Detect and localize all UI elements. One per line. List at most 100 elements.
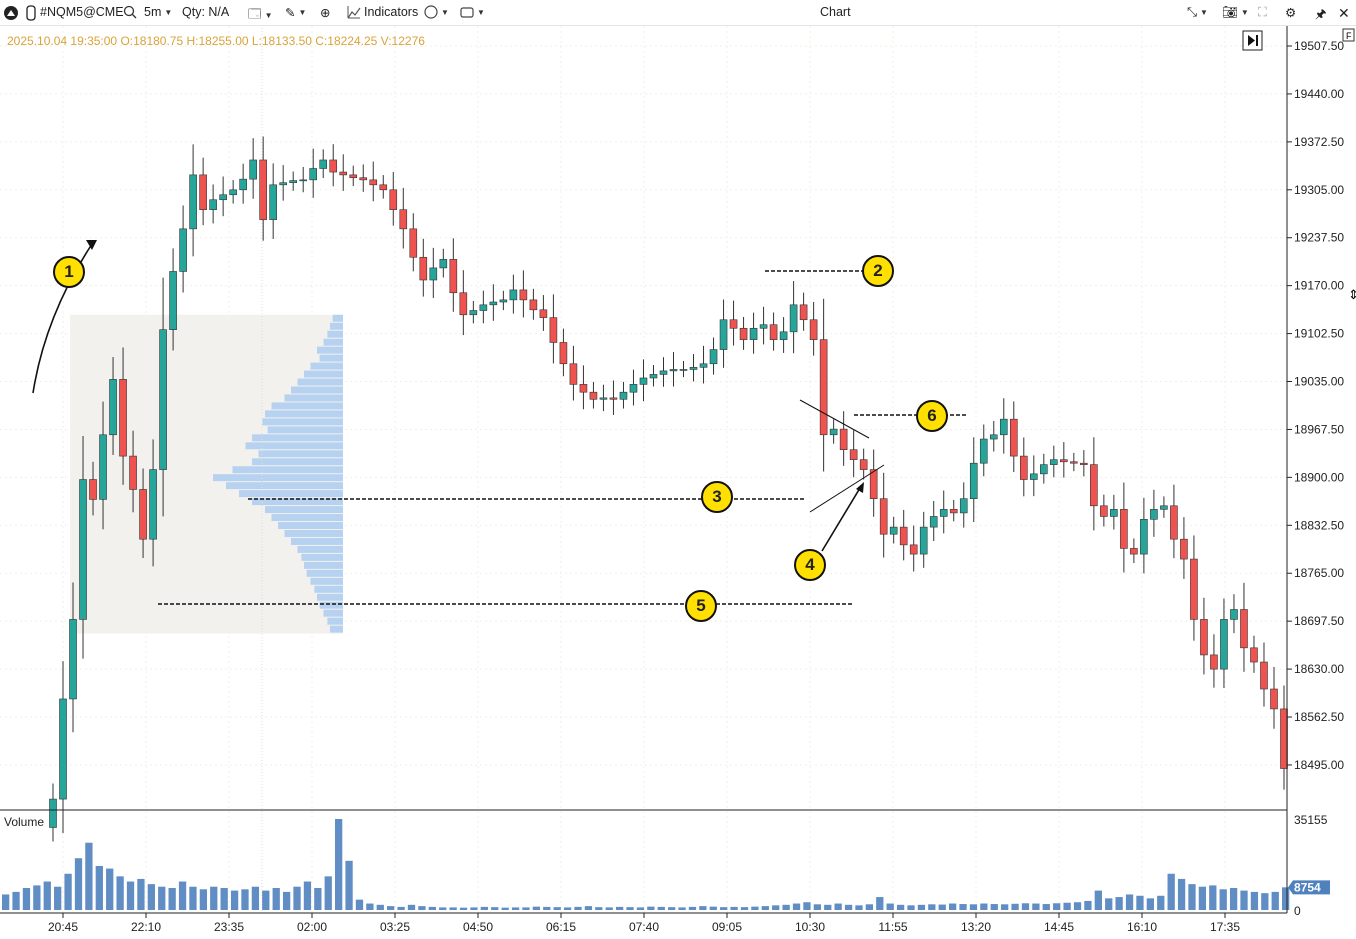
volume-bar [678, 907, 686, 910]
arrow-line[interactable] [32, 243, 93, 394]
zoom-in-icon[interactable]: ⊕ [320, 6, 331, 20]
chevron-down-icon: ▼ [1240, 8, 1249, 17]
f-button[interactable] [1342, 28, 1355, 42]
price-label: 18900.00 [1294, 470, 1344, 484]
collapse-button[interactable]: ⤡ ▼ [1187, 5, 1208, 20]
profile-bar [232, 466, 343, 474]
profile-bar [245, 442, 343, 450]
candle-body [1009, 418, 1018, 457]
annotation-1[interactable]: 1 [53, 256, 85, 288]
trendline-lower[interactable] [809, 464, 885, 513]
indicators-button[interactable]: Indicators [347, 5, 418, 19]
template-button[interactable]: 🗔 ▼ [248, 5, 272, 26]
volume-bar [33, 885, 41, 910]
volume-bar [1021, 903, 1030, 910]
profile-bar [291, 537, 343, 545]
volume-bar [532, 906, 541, 910]
volume-bar [1063, 902, 1071, 910]
crosshair-button[interactable]: ▼ [424, 5, 449, 19]
volume-bar [293, 886, 301, 910]
timeframe-select[interactable]: 5m ▼ [144, 5, 172, 19]
profile-bar [278, 522, 343, 530]
close-icon[interactable]: ✕ [1338, 5, 1350, 21]
volume-bar [1136, 895, 1144, 910]
price-chart[interactable]: 19507.50 19440.00 19372.50 19305.00 19237.50… [0, 26, 1356, 939]
volume-bar [1188, 884, 1196, 910]
profile-bar [252, 434, 343, 442]
candle-body [609, 397, 618, 400]
candle-body [339, 171, 348, 176]
volume-bar [459, 907, 468, 910]
candle-body [1130, 548, 1138, 555]
volume-bar [303, 881, 312, 910]
annotation-4[interactable]: 4 [794, 549, 826, 581]
volume-bar [366, 903, 374, 910]
volume-bar [740, 907, 749, 910]
volume-bar [439, 907, 447, 910]
gear-icon[interactable]: ⚙ [1285, 6, 1297, 20]
annotation-6[interactable]: 6 [916, 400, 948, 432]
annotation-2[interactable]: 2 [862, 255, 894, 287]
trendline-upper[interactable] [799, 399, 870, 439]
profile-bar [306, 569, 343, 577]
pin-icon[interactable]: 🖈︎ [1315, 7, 1327, 21]
phone-icon[interactable] [26, 5, 36, 21]
volume-bar [428, 906, 436, 910]
candle-body [599, 397, 608, 400]
candle-body [449, 259, 458, 294]
volume-bar [43, 881, 51, 910]
pencil-icon: ✎ [285, 6, 296, 20]
candle-body [969, 462, 978, 500]
volume-bar [824, 904, 832, 910]
resize-icon[interactable]: ⇕ [1348, 287, 1356, 302]
chevron-down-icon: ▼ [264, 11, 273, 20]
camera-button[interactable]: 📷︎ ▼ [1222, 5, 1249, 20]
volume-bar [584, 906, 593, 910]
qty-label[interactable]: Qty: N/A [182, 5, 230, 19]
profile-bar [330, 322, 343, 330]
price-label: 19372.50 [1294, 135, 1344, 149]
candle-body [99, 434, 107, 500]
fullscreen-icon[interactable]: ⛶ [1258, 5, 1267, 19]
logo-icon[interactable] [3, 5, 19, 21]
candle-body [689, 367, 698, 370]
annotation-3[interactable]: 3 [701, 481, 733, 513]
volume-bar [282, 891, 291, 910]
candle-body [69, 619, 77, 700]
volume-bar [543, 906, 551, 910]
volume-bar [907, 905, 915, 910]
volume-bar [74, 858, 83, 910]
candle-body [1120, 509, 1128, 549]
volume-bar [407, 904, 416, 910]
toolbar: #NQM5@CME 5m ▼ Qty: N/A 🗔 ▼ ✎ ▼ ⊕ Indicator… [0, 0, 1356, 26]
candle-body [679, 369, 688, 371]
search-icon[interactable] [123, 5, 137, 19]
candle-body [479, 304, 488, 311]
volume-bar [345, 860, 353, 910]
time-label: 02:00 [297, 920, 327, 934]
price-label: 18765.00 [1294, 566, 1344, 580]
symbol-label[interactable]: #NQM5@CME [40, 5, 124, 19]
candle-body [889, 526, 898, 535]
pencil-button[interactable]: ✎ ▼ [285, 5, 306, 20]
candle-body [1280, 708, 1288, 769]
arrowhead-icon [856, 482, 864, 493]
window-button[interactable]: ▼ [460, 5, 485, 19]
time-label: 16:10 [1127, 920, 1157, 934]
volume-bar [387, 906, 395, 910]
profile-bar [323, 338, 343, 346]
volume-bar [335, 819, 343, 910]
candle-body [289, 180, 297, 183]
candle-body [49, 798, 57, 828]
collapse-icon: ⤡ [1187, 5, 1198, 19]
candle-body [909, 544, 918, 555]
profile-bar [332, 314, 343, 322]
arrow-line-4[interactable] [821, 487, 861, 552]
volume-bar [1001, 904, 1009, 910]
candle-body [429, 267, 438, 281]
volume-bar [896, 904, 905, 910]
price-label: 19035.00 [1294, 375, 1344, 389]
annotation-5[interactable]: 5 [685, 590, 717, 622]
volume-bar [1240, 890, 1248, 910]
candle-body [1200, 619, 1208, 656]
